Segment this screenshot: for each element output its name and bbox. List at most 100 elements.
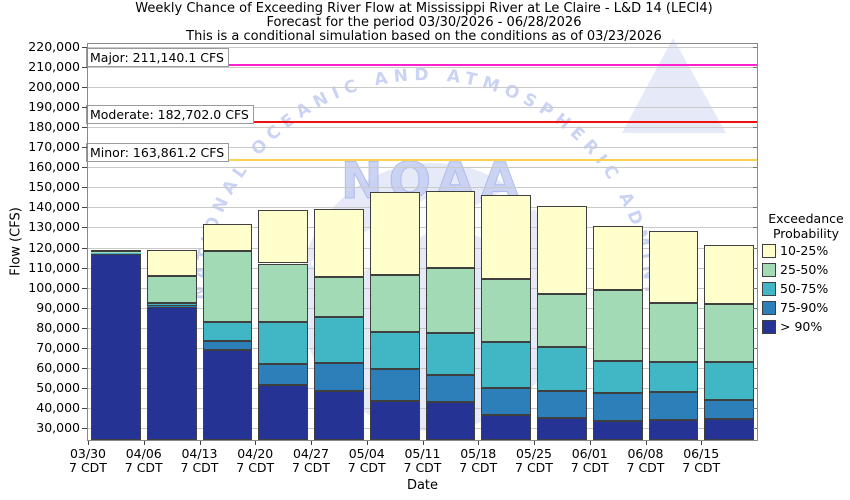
threshold-label-moderate: Moderate: 182,702.0 CFS [86,104,254,124]
bar-segment [704,361,755,400]
y-axis-title: Flow (CFS) [8,207,24,276]
gridline [88,387,757,389]
legend: Exceedance Probability 10-25% 25-50% 50-75… [762,211,850,336]
y-tick [82,387,87,389]
x-tick-label: 05/25 7 CDT [515,446,553,475]
legend-item-label: 10-25% [780,243,829,258]
legend-item: 25-50% [762,260,850,279]
x-tick-label: 05/18 7 CDT [459,446,498,475]
legend-swatch [762,243,776,258]
bar-segment [481,195,532,279]
x-tick-label: 03/30 7 CDT [69,446,107,475]
x-tick [589,440,591,445]
y-tick-right [753,167,757,169]
x-tick [199,440,201,445]
legend-swatch [762,300,776,315]
bar-segment [704,418,755,440]
y-tick-right [753,227,757,229]
y-tick [82,127,87,129]
y-tick-right [753,427,757,429]
bar-segment [648,391,699,420]
y-tick-right [753,127,757,129]
x-tick [255,440,257,445]
y-tick-label: 190,000 [28,99,80,115]
threshold-line-moderate [88,120,757,123]
y-tick-label: 50,000 [36,379,80,395]
y-tick-right [753,367,757,369]
bar-segment [481,414,532,440]
bar-segment [202,349,253,440]
y-tick-right [753,287,757,289]
bar-segment [592,289,643,361]
y-tick-right [753,67,757,69]
y-tick [82,327,87,329]
x-tick [143,440,145,445]
y-tick [82,427,87,429]
bar-segment [314,209,364,277]
x-tick [534,440,535,445]
bar-segment [537,346,587,391]
legend-item: 75-90% [762,298,850,317]
bar-segment [146,302,197,306]
gridline [88,247,757,249]
gridline [88,187,757,189]
y-tick-right [753,407,757,409]
bar-segment [369,368,420,401]
noaa-triangle [622,38,726,133]
y-tick [82,107,87,109]
y-tick [82,187,87,189]
x-tick-label: 04/27 7 CDT [292,446,330,475]
x-tick-label: 04/20 7 CDT [236,446,275,475]
x-tick [478,440,480,445]
legend-item: > 90% [762,317,850,336]
bar-segment [592,225,643,290]
y-tick [82,147,87,149]
bar-segment [704,244,755,304]
bar-segment [592,360,643,393]
y-tick-right [753,327,757,329]
bar-segment [648,419,699,440]
y-tick-label: 40,000 [36,399,80,415]
y-tick-right [753,147,757,149]
bar-segment [314,362,364,391]
gridline [88,307,757,309]
y-tick [82,267,87,269]
x-tick [701,440,703,445]
bar-segment [648,230,699,303]
threshold-label-minor: Minor: 163,861.2 CFS [86,142,230,162]
bar-segment [91,251,141,253]
y-tick-label: 160,000 [28,159,80,175]
x-tick-label: 06/08 7 CDT [626,446,665,475]
bar-segment [369,400,420,440]
bar-segment [146,305,197,307]
gridline [88,107,757,109]
chart-subtitle-period: Forecast for the period 03/30/2026 - 06/… [266,15,582,30]
bar-segment [91,253,141,254]
gridline [88,227,757,229]
chart-title: Weekly Chance of Exceeding River Flow at… [135,1,713,16]
bar-segment [592,392,643,421]
legend-swatch [762,281,776,296]
bar-segment [648,302,699,362]
bar-segment [314,316,364,363]
threshold-line-minor [88,158,757,161]
plot-border [87,43,758,441]
gridline [88,367,757,369]
y-tick-right [753,187,757,189]
bar-segment [202,223,253,251]
bar-segment [258,321,309,364]
bar-segment [369,331,420,369]
legend-items: 10-25% 25-50% 50-75% 75-90% > 90% [762,241,850,336]
gridline [88,427,757,429]
gridline [88,267,757,269]
bar-segment [146,306,197,440]
legend-item-label: 50-75% [780,281,829,296]
bar-segment [146,275,197,303]
chart-subtitle-conditions: This is a conditional simulation based o… [186,29,662,44]
y-tick [82,407,87,409]
y-tick [82,47,87,48]
bar-segment [704,303,755,362]
gridline [88,67,757,69]
y-tick-right [753,107,757,109]
y-tick-label: 90,000 [36,299,80,315]
